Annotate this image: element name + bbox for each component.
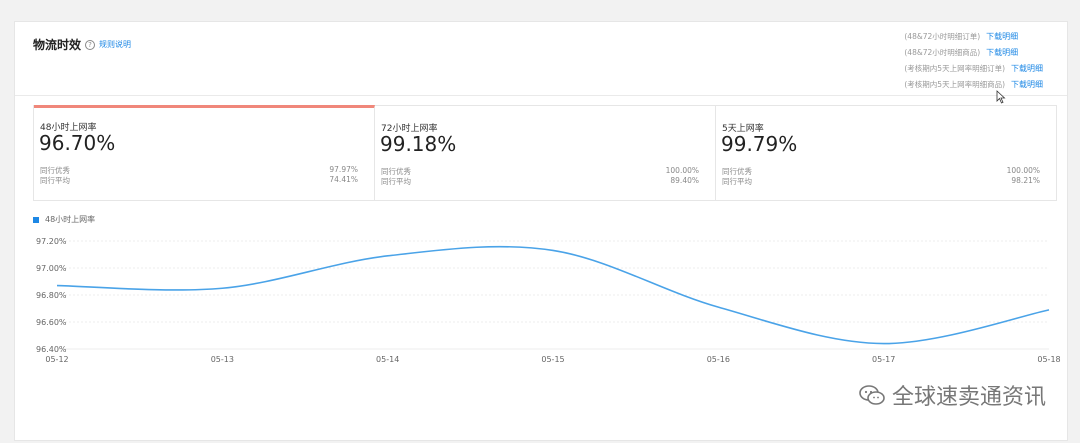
metric-value: 96.70% xyxy=(39,131,116,155)
peer-excellent-value: 97.97% xyxy=(329,165,358,174)
download-row: (48&72小时明细商品) 下载明细 xyxy=(904,45,1043,61)
peer-excellent-label: 同行优秀 xyxy=(40,166,70,175)
metric-card-5d[interactable]: 5天上网率 99.79% 同行优秀 100.00% 同行平均 98.21% xyxy=(716,106,1056,200)
y-tick-label: 97.00% xyxy=(36,264,67,273)
download-desc: (考核期内5天上网率明细商品) xyxy=(904,80,1005,89)
rules-link[interactable]: 规则说明 xyxy=(99,40,132,49)
legend-swatch xyxy=(33,216,39,223)
download-link[interactable]: 下载明细 xyxy=(986,32,1019,41)
peer-average-label: 同行平均 xyxy=(722,177,752,186)
peer-average-value: 74.41% xyxy=(329,175,358,184)
metric-label: 72小时上网率 xyxy=(381,124,438,134)
peer-excellent: 同行优秀 100.00% xyxy=(722,166,1040,177)
watermark: 全球速卖通资讯 xyxy=(858,379,1046,411)
x-tick-label: 05-17 xyxy=(872,355,895,364)
download-row: (48&72小时明细订单) 下载明细 xyxy=(904,29,1043,45)
peer-excellent: 同行优秀 100.00% xyxy=(381,166,699,177)
x-tick-label: 05-16 xyxy=(707,355,730,364)
download-row: (考核期内5天上网率明细商品) 下载明细 xyxy=(904,77,1043,93)
download-link[interactable]: 下载明细 xyxy=(1011,80,1043,89)
x-tick-label: 05-14 xyxy=(376,355,399,364)
page-title: 物流时效 xyxy=(33,38,82,52)
peer-excellent-label: 同行优秀 xyxy=(381,167,411,176)
legend-label: 48小时上网率 xyxy=(45,215,96,224)
peer-excellent-label: 同行优秀 xyxy=(722,167,752,176)
header-divider xyxy=(15,95,1067,96)
x-tick-label: 05-15 xyxy=(541,355,564,364)
series-line[interactable] xyxy=(56,245,1050,345)
peer-average: 同行平均 98.21% xyxy=(722,176,1040,187)
peer-average-label: 同行平均 xyxy=(381,177,411,186)
peer-excellent-value: 100.00% xyxy=(665,166,699,175)
y-tick-label: 97.20% xyxy=(36,237,67,246)
watermark-text: 全球速卖通资讯 xyxy=(891,385,1046,410)
mouse-cursor-icon xyxy=(996,90,1006,104)
download-desc: (48&72小时明细订单) xyxy=(904,32,981,41)
metric-label: 5天上网率 xyxy=(722,124,764,134)
x-tick-label: 05-12 xyxy=(45,355,68,364)
peer-excellent-value: 100.00% xyxy=(1006,166,1040,175)
peer-average: 同行平均 74.41% xyxy=(40,175,358,186)
download-links: (48&72小时明细订单) 下载明细 (48&72小时明细商品) 下载明细 (考核期… xyxy=(904,29,1043,93)
peer-average: 同行平均 89.40% xyxy=(381,176,699,187)
download-desc: (考核期内5天上网率明细订单) xyxy=(904,64,1005,73)
y-tick-label: 96.60% xyxy=(36,318,67,327)
metric-value: 99.18% xyxy=(380,132,457,156)
download-desc: (48&72小时明细商品) xyxy=(904,48,981,57)
question-circle-icon[interactable]: ? xyxy=(85,39,96,50)
metric-card-72h[interactable]: 72小时上网率 99.18% 同行优秀 100.00% 同行平均 89.40% xyxy=(375,106,716,200)
metric-value: 99.79% xyxy=(721,132,798,156)
x-tick-label: 05-18 xyxy=(1037,355,1060,364)
logistics-panel: 物流时效 ? 规则说明 (48&72小时明细订单) 下载明细 (48&72小时明细… xyxy=(14,21,1068,441)
x-tick-label: 05-13 xyxy=(211,355,234,364)
peer-average-value: 89.40% xyxy=(670,176,699,185)
metric-card-48h[interactable]: 48小时上网率 96.70% 同行优秀 97.97% 同行平均 74.41% xyxy=(34,105,375,200)
metric-label: 48小时上网率 xyxy=(40,123,97,133)
wechat-icon xyxy=(859,385,885,405)
download-link[interactable]: 下载明细 xyxy=(986,48,1019,57)
metric-cards: 48小时上网率 96.70% 同行优秀 97.97% 同行平均 74.41% 72小… xyxy=(33,105,1057,201)
download-link[interactable]: 下载明细 xyxy=(1011,64,1043,73)
chart-legend[interactable]: 48小时上网率 xyxy=(33,214,95,225)
download-row: (考核期内5天上网率明细订单) 下载明细 xyxy=(904,61,1043,77)
peer-excellent: 同行优秀 97.97% xyxy=(40,165,358,176)
peer-average-value: 98.21% xyxy=(1011,176,1040,185)
y-tick-label: 96.80% xyxy=(36,291,67,300)
peer-average-label: 同行平均 xyxy=(40,176,70,185)
y-tick-label: 96.40% xyxy=(36,345,67,354)
title-row: 物流时效 ? 规则说明 xyxy=(33,36,131,53)
